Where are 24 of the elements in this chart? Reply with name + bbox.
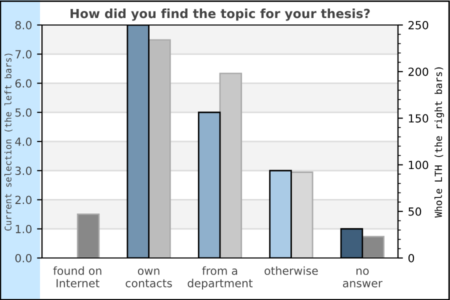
- y2-tick-label: 50: [408, 207, 422, 216]
- y-tick-label: 3.0: [15, 166, 32, 176]
- y-axis-title: Current selection (the left bars): [4, 54, 13, 231]
- y2-tick-label: 0: [408, 254, 414, 262]
- y-tick-label: 7.0: [16, 50, 32, 59]
- x-tick-label: found on Internet: [53, 266, 102, 288]
- y-tick-label: 0.0: [15, 254, 32, 262]
- x-tick-label: from a department: [188, 266, 253, 290]
- y2-tick-label: 250: [408, 20, 428, 30]
- y-tick-label: 1.0: [16, 224, 32, 234]
- y-tick-label: 8.0: [15, 20, 32, 30]
- x-tick-label: otherwise: [264, 266, 318, 275]
- y-tick-label: 5.0: [15, 108, 32, 117]
- x-tick-label: own contacts: [126, 268, 172, 288]
- y2-tick-label: 200: [408, 68, 428, 76]
- chart-title: How did you find the topic for your thesis?: [70, 8, 370, 21]
- x-tick-label: no answer: [343, 268, 382, 288]
- y2-tick-label: 150: [408, 114, 428, 123]
- y-tick-label: 6.0: [15, 79, 32, 88]
- y2-axis-title: Whole LTH (the right bars): [434, 67, 444, 218]
- bar: [76, 214, 100, 258]
- y2-tick-label: 100: [408, 160, 428, 170]
- y-tick-label: 2.0: [15, 196, 32, 204]
- y-tick-label: 4.0: [15, 137, 32, 146]
